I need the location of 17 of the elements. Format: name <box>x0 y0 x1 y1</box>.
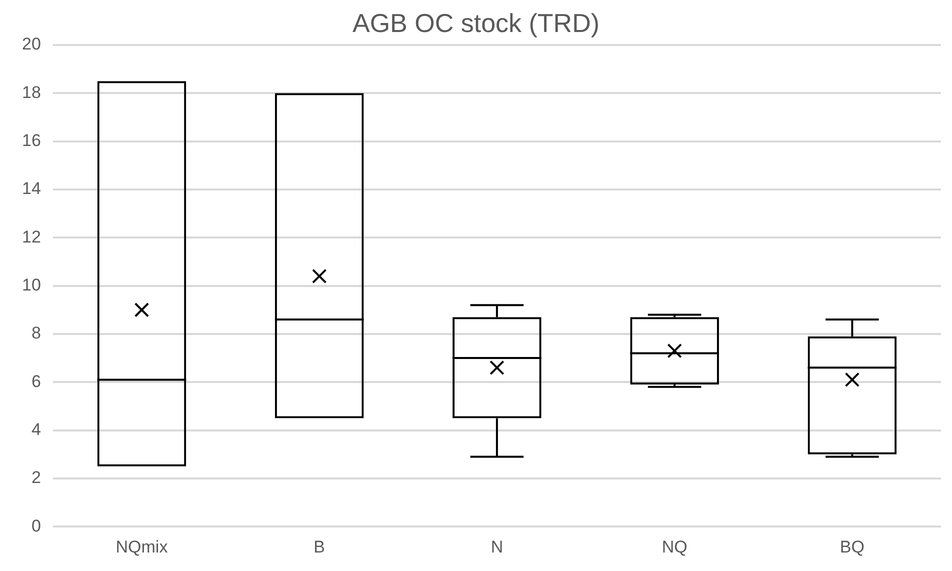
y-tick-label: 20 <box>22 34 41 54</box>
y-tick-label: 10 <box>22 275 41 294</box>
y-tick-label: 4 <box>31 420 41 439</box>
y-tick-label: 14 <box>22 179 41 198</box>
x-tick-label: NQmix <box>116 537 168 556</box>
y-tick-label: 8 <box>31 324 41 343</box>
x-tick-label: NQ <box>662 537 688 556</box>
chart-title: AGB OC stock (TRD) <box>352 8 600 38</box>
y-tick-label: 16 <box>22 131 41 150</box>
x-tick-label: B <box>314 537 326 556</box>
x-tick-label: BQ <box>840 537 864 556</box>
x-tick-label: N <box>490 537 504 556</box>
y-tick-label: 18 <box>22 82 41 102</box>
y-tick-label: 2 <box>31 468 41 488</box>
y-tick-label: 0 <box>31 516 41 536</box>
y-tick-label: 6 <box>31 372 41 391</box>
y-tick-label: 12 <box>22 227 41 246</box>
